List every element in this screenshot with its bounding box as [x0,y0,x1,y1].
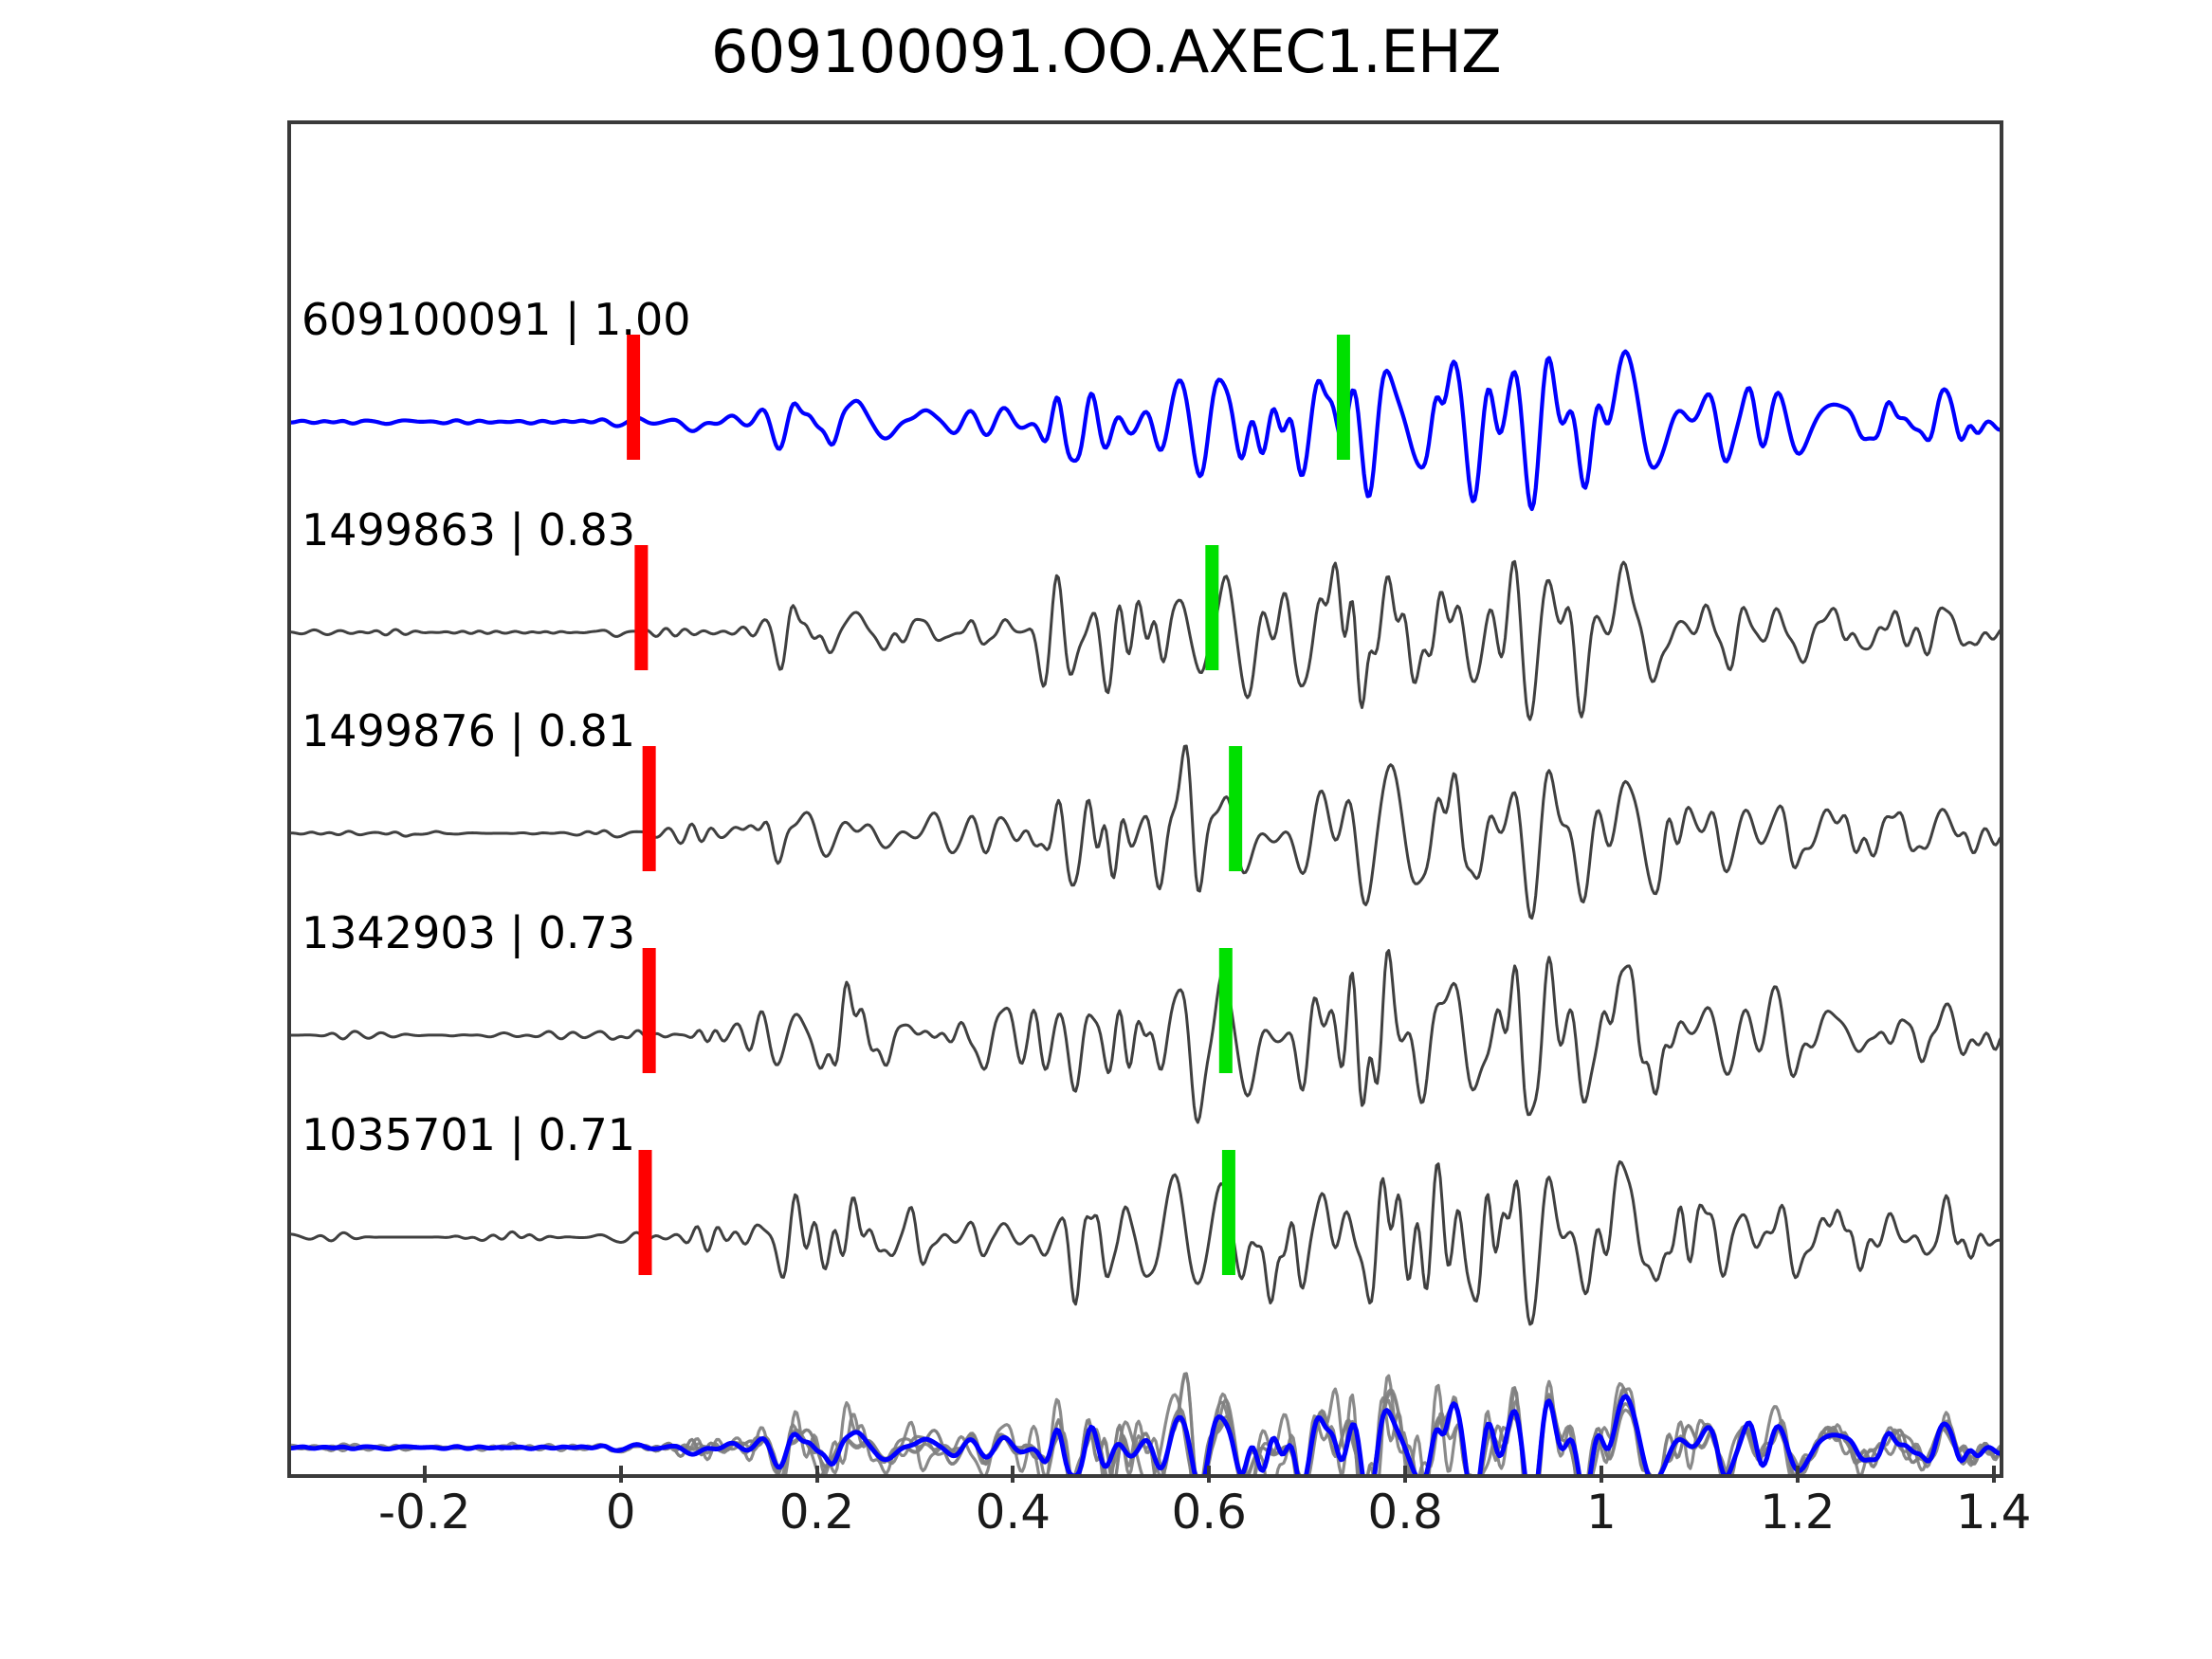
x-tick-label: -0.2 [378,1485,471,1540]
stack-template-trace [287,1394,2003,1478]
s-pick-marker [1229,746,1243,871]
s-pick-marker [1336,335,1350,460]
waveform-trace [287,559,2003,721]
x-tick-label: 1.2 [1760,1485,1836,1540]
x-tick-mark [1403,1466,1408,1483]
p-pick-marker [642,746,656,871]
x-tick-label: 0.8 [1367,1485,1443,1540]
waveform-trace [287,1159,2003,1326]
pick-marker-canvas [627,335,1350,1275]
p-pick-marker [627,335,641,460]
x-tick-mark [814,1466,819,1483]
trace-label: 1342903 | 0.73 [302,907,636,958]
x-tick-label: 0.4 [975,1485,1051,1540]
trace-label: 1499863 | 0.83 [302,504,636,556]
x-tick-label: 0.2 [778,1485,855,1540]
waveform-trace [287,949,2003,1124]
plot-axes: 609100091 | 1.00 1499863 | 0.83 1499876 | … [287,120,2003,1478]
waveform-trace [287,349,2003,512]
x-tick-mark [1207,1466,1212,1483]
x-tick-mark [422,1466,427,1483]
waveform-trace [287,744,2003,921]
s-pick-marker [1205,545,1219,670]
p-pick-marker [638,1150,652,1275]
x-axis-tick-labels: -0.2 0 0.2 0.4 0.6 0.8 1 1.2 1.4 [287,1466,2031,1551]
s-pick-marker [1221,1150,1235,1275]
p-pick-marker [634,545,649,670]
x-tick-label: 0.6 [1171,1485,1247,1540]
trace-label: 1499876 | 0.81 [302,705,636,757]
trace-label: 609100091 | 1.00 [302,294,691,345]
trace-label: 1035701 | 0.71 [302,1109,636,1160]
x-tick-mark [1011,1466,1015,1483]
x-tick-label: 1 [1586,1485,1617,1540]
s-pick-marker [1218,948,1233,1073]
page-title: 609100091.OO.AXEC1.EHZ [710,17,1502,86]
p-pick-marker [642,948,656,1073]
x-tick-label: 0 [605,1485,636,1540]
waveform-canvas [287,349,2003,1478]
x-tick-mark [618,1466,623,1483]
x-tick-mark [1795,1466,1800,1483]
x-tick-mark [1991,1466,1996,1483]
x-tick-mark [1599,1466,1603,1483]
x-tick-label: 1.4 [1955,1485,2032,1540]
